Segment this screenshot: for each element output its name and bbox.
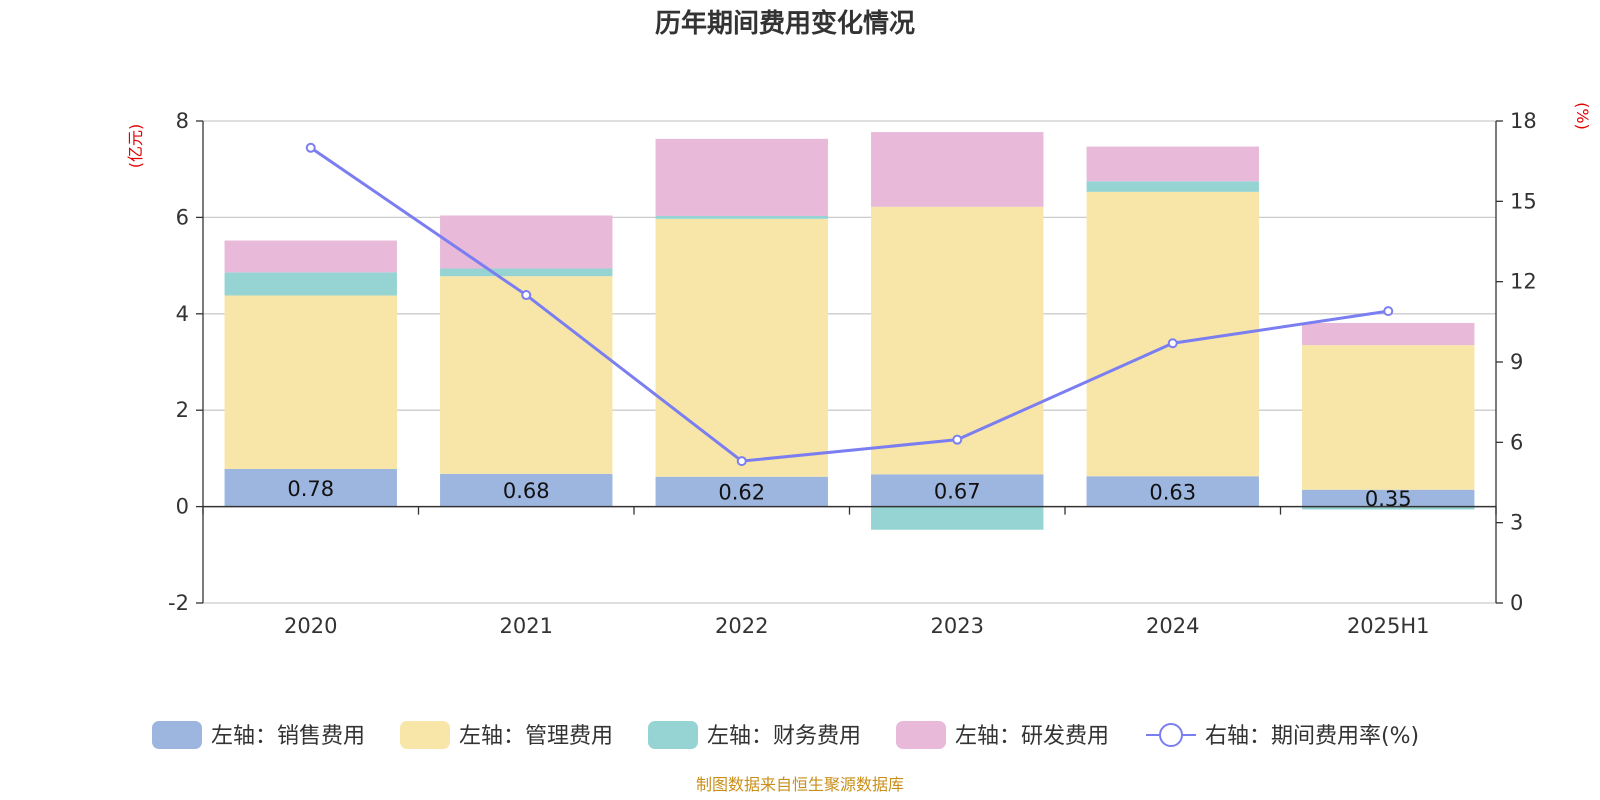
rate-point xyxy=(1383,306,1394,317)
right-tick-label: 3 xyxy=(1510,511,1523,535)
right-axis-unit: (%) xyxy=(1573,102,1592,130)
rate-point xyxy=(305,142,316,153)
right-tick-label: 9 xyxy=(1510,350,1523,374)
axis-layer: -2 0 2 4 6 8 0 3 6 9 12 15 18 2020 2021 2022 2023 2024 202… xyxy=(168,109,1537,638)
bar-segment xyxy=(655,138,828,216)
category-label: 2021 xyxy=(500,614,553,638)
bar-data-label: 0.78 xyxy=(287,477,334,501)
bar-segment xyxy=(224,240,397,273)
legend-swatch xyxy=(896,721,946,749)
bar-segment xyxy=(440,473,613,507)
bar-segment xyxy=(440,276,613,474)
bar-data-label: 0.63 xyxy=(1149,480,1196,504)
label-layer: 0.78 0.68 0.62 0.67 0.63 0.35 xyxy=(287,477,1411,511)
right-tick-label: 0 xyxy=(1510,591,1523,615)
category-label: 2022 xyxy=(715,614,768,638)
bar-segment xyxy=(1086,146,1259,182)
bar-segment xyxy=(440,268,613,277)
rate-point xyxy=(952,434,963,445)
left-tick-label: 4 xyxy=(176,302,189,326)
rate-point xyxy=(1167,338,1178,349)
bar-segment xyxy=(1086,181,1259,192)
right-tick-label: 6 xyxy=(1510,430,1523,454)
left-tick-label: 0 xyxy=(176,495,189,519)
left-tick-label: 6 xyxy=(176,205,189,229)
legend-label: 左轴：研发费用 xyxy=(955,724,1109,749)
bar-segment xyxy=(224,295,397,470)
left-tick-label: 8 xyxy=(176,109,189,133)
category-label: 2023 xyxy=(931,614,984,638)
bar-segment xyxy=(1302,506,1475,510)
bar-data-label: 0.68 xyxy=(503,479,550,503)
rate-point xyxy=(521,290,532,301)
bar-segment xyxy=(1302,345,1475,490)
category-label: 2024 xyxy=(1146,614,1199,638)
category-label: 2020 xyxy=(284,614,337,638)
legend: 左轴：销售费用 左轴：管理费用 左轴：财务费用 左轴：研发费用 右轴：期间费用率(%) xyxy=(152,721,1419,749)
bar-data-label: 0.35 xyxy=(1365,487,1412,511)
legend-label: 右轴：期间费用率(%) xyxy=(1205,724,1419,749)
chart-title: 历年期间费用变化情况 xyxy=(655,8,915,39)
bar-segment xyxy=(655,218,828,477)
left-tick-label: -2 xyxy=(168,591,189,615)
bar-data-label: 0.62 xyxy=(718,481,765,505)
legend-swatch xyxy=(648,721,698,749)
legend-label: 左轴：销售费用 xyxy=(211,724,365,749)
line-layer xyxy=(305,142,1394,467)
left-axis-unit: (亿元) xyxy=(126,124,145,169)
bar-segment xyxy=(1086,476,1259,507)
legend-label: 左轴：财务费用 xyxy=(707,724,861,749)
bar-segment xyxy=(224,272,397,296)
legend-marker xyxy=(1159,723,1183,747)
bar-segment xyxy=(871,506,1044,530)
bar-segment xyxy=(224,469,397,507)
bar-data-label: 0.67 xyxy=(934,479,981,503)
bar-segment xyxy=(871,206,1044,475)
right-tick-label: 18 xyxy=(1510,109,1537,133)
legend-swatch xyxy=(152,721,202,749)
left-tick-label: 2 xyxy=(176,398,189,422)
legend-label: 左轴：管理费用 xyxy=(459,724,613,749)
rate-point xyxy=(736,456,747,467)
bar-segment xyxy=(1302,489,1475,507)
right-tick-label: 12 xyxy=(1510,270,1537,294)
source-note: 制图数据来自恒生聚源数据库 xyxy=(696,775,904,794)
bar-segment xyxy=(655,476,828,507)
bar-layer xyxy=(224,132,1475,530)
legend-swatch xyxy=(400,721,450,749)
bar-segment xyxy=(655,215,828,219)
bar-segment xyxy=(871,132,1044,207)
category-label: 2025H1 xyxy=(1347,614,1430,638)
right-tick-label: 15 xyxy=(1510,189,1537,213)
bar-segment xyxy=(440,215,613,269)
bar-segment xyxy=(871,474,1044,507)
grid-layer xyxy=(203,120,1496,604)
bar-segment xyxy=(1302,322,1475,346)
rate-line xyxy=(309,146,1389,463)
